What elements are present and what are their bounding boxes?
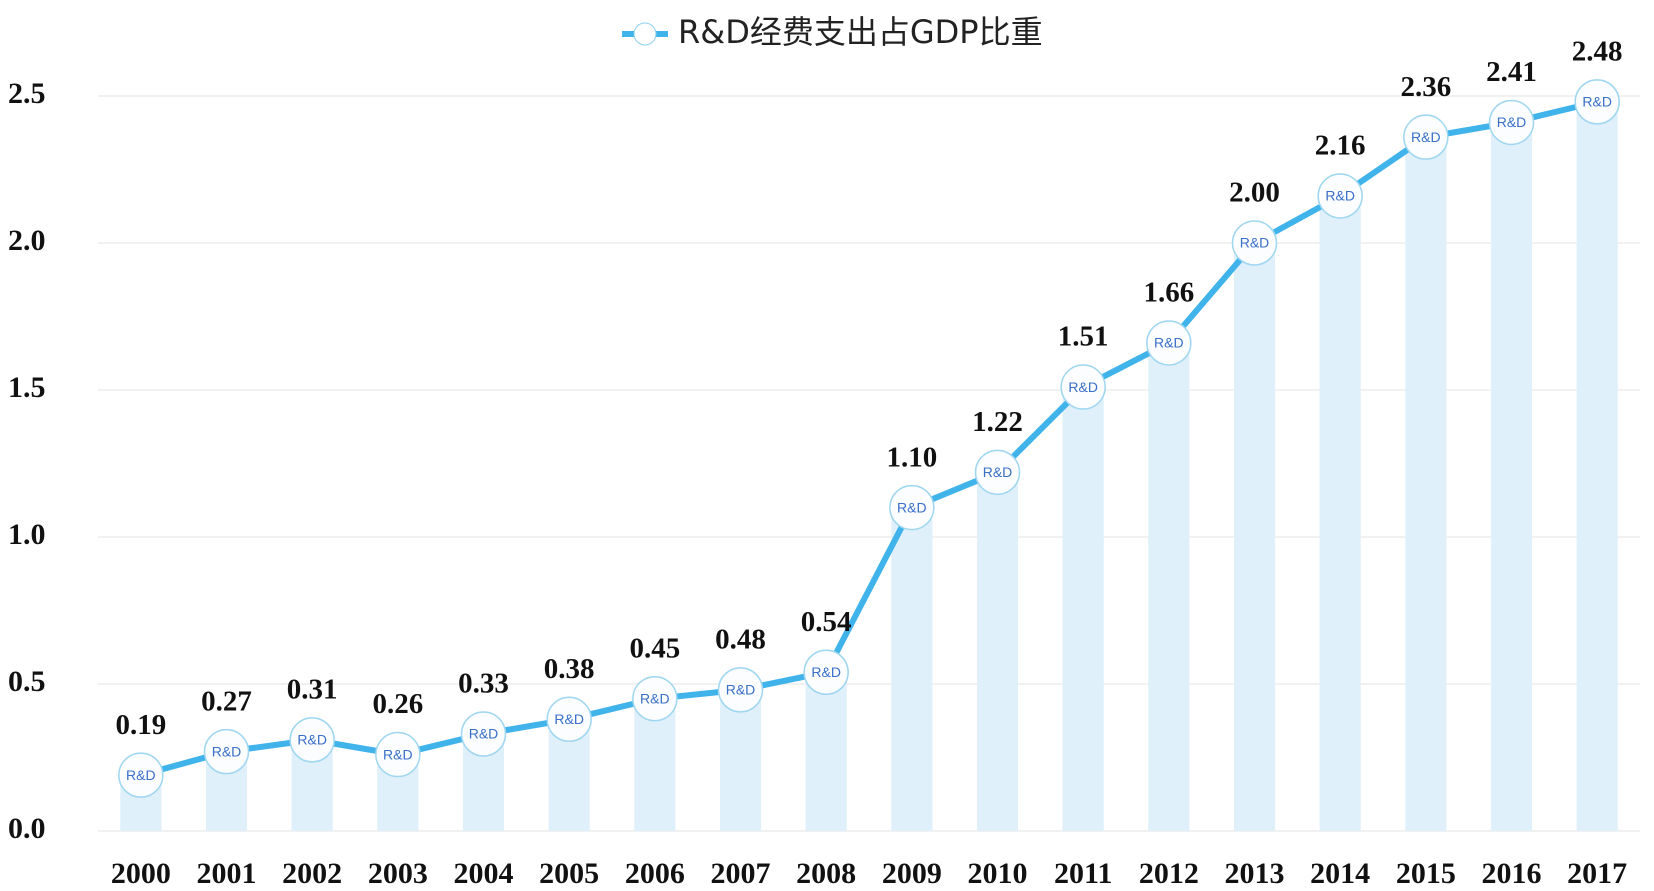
marker bbox=[375, 731, 421, 778]
marker-text: R&D bbox=[1325, 188, 1355, 204]
marker-text: R&D bbox=[1068, 379, 1098, 395]
value-label: 2.16 bbox=[1315, 130, 1366, 162]
bar bbox=[1490, 122, 1533, 831]
marker bbox=[1060, 364, 1106, 410]
bar bbox=[1319, 195, 1361, 831]
marker bbox=[632, 675, 678, 722]
marker-text: R&D bbox=[383, 746, 413, 762]
bar bbox=[891, 507, 933, 831]
y-tick-label: 0.0 bbox=[8, 812, 46, 845]
marker-text: R&D bbox=[1497, 114, 1527, 130]
x-tick-label: 2007 bbox=[711, 857, 771, 890]
marker bbox=[546, 696, 592, 743]
bar bbox=[1148, 342, 1190, 831]
value-label: 2.36 bbox=[1400, 71, 1451, 103]
x-tick-label: 2005 bbox=[539, 857, 599, 890]
marker-text: R&D bbox=[1582, 94, 1612, 110]
value-label: 1.10 bbox=[886, 441, 937, 473]
value-label: 0.48 bbox=[715, 624, 766, 656]
value-label: 0.27 bbox=[201, 685, 252, 717]
bar bbox=[1405, 137, 1447, 831]
marker bbox=[1317, 173, 1363, 219]
marker bbox=[1146, 320, 1192, 366]
value-label: 0.31 bbox=[287, 674, 338, 706]
value-label: 1.22 bbox=[972, 406, 1023, 438]
value-label: 1.66 bbox=[1143, 277, 1194, 309]
value-label: 1.51 bbox=[1058, 321, 1109, 353]
y-tick-label: 1.0 bbox=[8, 518, 46, 551]
value-label: 0.38 bbox=[544, 653, 595, 685]
x-tick-label: 2016 bbox=[1482, 857, 1542, 890]
value-label: 2.00 bbox=[1229, 177, 1280, 209]
value-label: 0.26 bbox=[372, 688, 423, 720]
marker bbox=[803, 649, 849, 695]
marker-text: R&D bbox=[983, 464, 1013, 480]
x-tick-label: 2000 bbox=[111, 857, 171, 890]
y-tick-label: 0.5 bbox=[8, 665, 46, 698]
marker-text: R&D bbox=[212, 743, 242, 759]
x-tick-label: 2006 bbox=[625, 857, 685, 890]
marker bbox=[1403, 114, 1449, 160]
y-tick-label: 1.5 bbox=[8, 371, 46, 404]
y-tick-label: 2.5 bbox=[8, 77, 46, 110]
x-tick-label: 2004 bbox=[454, 857, 514, 890]
value-label: 0.54 bbox=[801, 606, 852, 638]
x-tick-label: 2017 bbox=[1567, 857, 1627, 890]
value-label: 0.19 bbox=[115, 709, 166, 741]
marker-text: R&D bbox=[469, 726, 499, 742]
marker-text: R&D bbox=[1240, 235, 1270, 251]
marker bbox=[1488, 99, 1535, 146]
x-tick-label: 2011 bbox=[1054, 857, 1112, 890]
y-tick-label: 2.0 bbox=[8, 224, 46, 257]
x-tick-label: 2003 bbox=[368, 857, 428, 890]
marker bbox=[203, 728, 250, 775]
marker bbox=[1574, 79, 1620, 125]
x-tick-label: 2013 bbox=[1225, 857, 1285, 890]
x-tick-label: 2002 bbox=[282, 857, 342, 890]
marker-text: R&D bbox=[297, 732, 327, 748]
marker-text: R&D bbox=[811, 664, 841, 680]
marker-text: R&D bbox=[640, 690, 670, 706]
value-label: 0.45 bbox=[629, 632, 680, 664]
x-tick-label: 2010 bbox=[968, 857, 1028, 890]
x-tick-label: 2008 bbox=[796, 857, 856, 890]
x-tick-label: 2001 bbox=[197, 857, 257, 890]
line bbox=[140, 98, 1598, 779]
marker-text: R&D bbox=[897, 499, 927, 515]
marker-text: R&D bbox=[726, 682, 756, 698]
value-label: 0.33 bbox=[458, 668, 509, 700]
marker bbox=[289, 717, 335, 763]
marker bbox=[717, 667, 764, 713]
marker bbox=[118, 752, 164, 798]
x-tick-label: 2015 bbox=[1396, 857, 1456, 890]
legend-label: R&D经费支出占GDP比重 bbox=[678, 13, 1043, 51]
x-tick-label: 2012 bbox=[1139, 857, 1199, 890]
bar bbox=[1233, 243, 1276, 831]
bar bbox=[805, 672, 847, 831]
marker-text: R&D bbox=[126, 767, 156, 783]
x-tick-label: 2009 bbox=[882, 857, 942, 890]
marker bbox=[889, 484, 935, 531]
x-tick-label: 2014 bbox=[1310, 857, 1370, 890]
marker bbox=[1231, 220, 1278, 266]
legend: R&D经费支出占GDP比重 bbox=[622, 13, 1043, 51]
bar bbox=[1062, 387, 1104, 831]
marker-text: R&D bbox=[554, 711, 584, 727]
value-label: 2.41 bbox=[1486, 56, 1537, 88]
value-label: 2.48 bbox=[1572, 36, 1623, 68]
marker bbox=[460, 711, 507, 757]
marker-text: R&D bbox=[1411, 129, 1441, 145]
bar bbox=[976, 472, 1019, 831]
bar bbox=[719, 689, 762, 831]
legend-marker bbox=[633, 22, 657, 46]
marker-text: R&D bbox=[1154, 335, 1184, 351]
bar bbox=[1576, 101, 1618, 831]
marker bbox=[974, 449, 1021, 496]
